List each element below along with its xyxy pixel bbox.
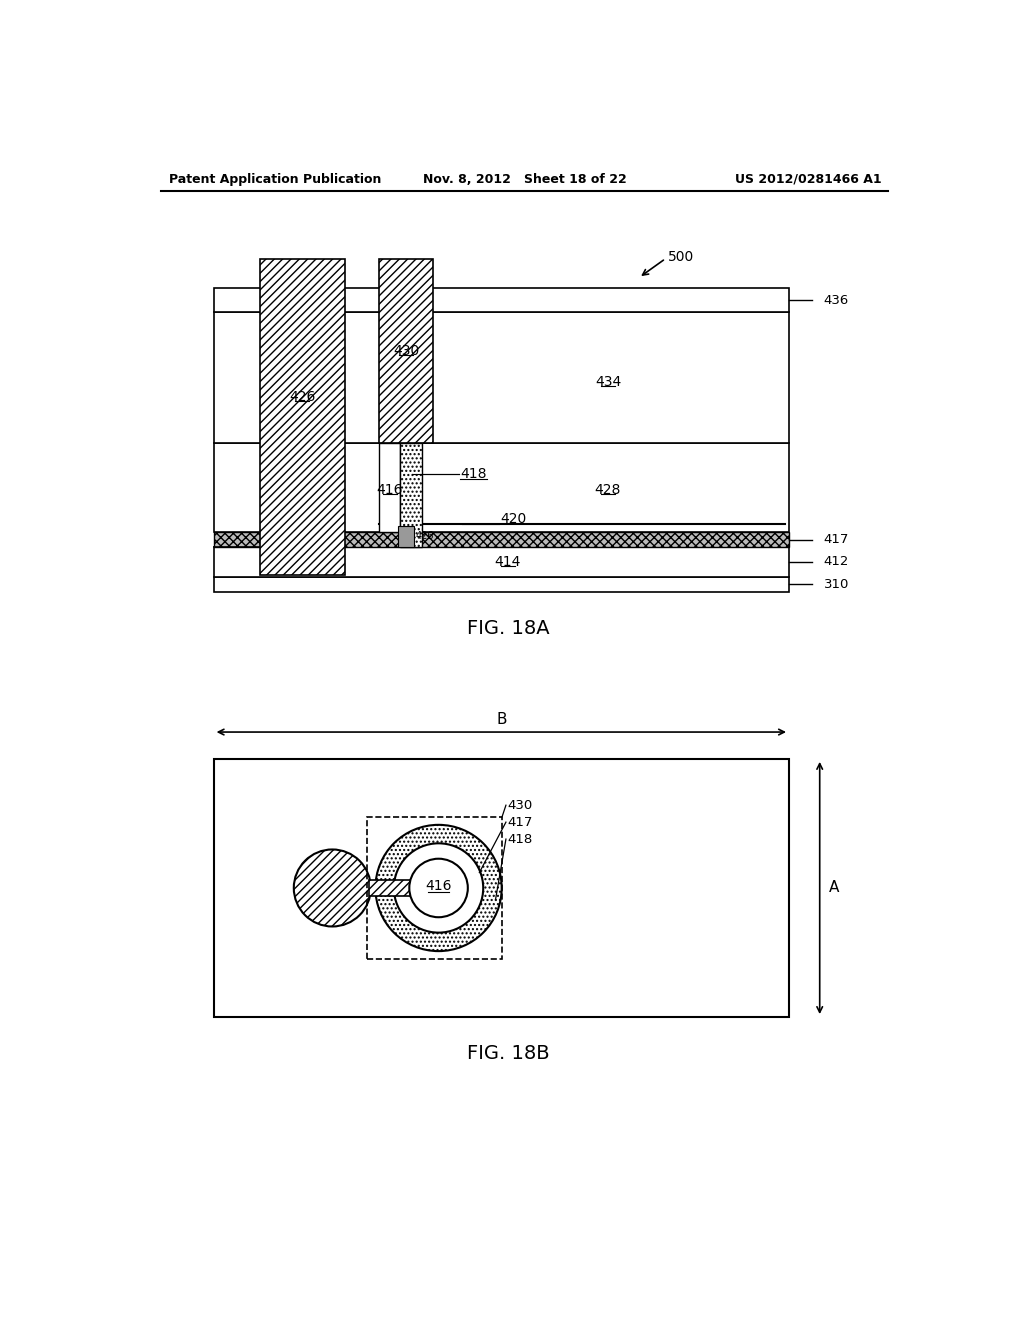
Text: 428: 428 [595,483,622,496]
Bar [397,525,414,548]
Text: US 2012/0281466 A1: US 2012/0281466 A1 [734,173,882,186]
Bar [214,759,788,1016]
Text: FIG. 18A: FIG. 18A [467,619,549,639]
Text: 310: 310 [823,578,849,591]
Text: 418: 418 [460,467,486,480]
Bar [214,577,788,591]
Text: 434: 434 [595,375,622,388]
Text: 416: 416 [425,879,452,892]
Bar [368,817,502,960]
Text: 500: 500 [668,249,694,264]
Text: 436: 436 [823,293,849,306]
Text: 430: 430 [508,799,532,812]
Text: 426: 426 [416,532,434,541]
Text: 430: 430 [393,345,420,358]
Text: Patent Application Publication: Patent Application Publication [169,173,381,186]
Text: 414: 414 [495,554,521,569]
Bar [379,259,433,444]
Text: Nov. 8, 2012   Sheet 18 of 22: Nov. 8, 2012 Sheet 18 of 22 [423,173,627,186]
Bar [400,444,422,548]
Circle shape [376,825,502,952]
Circle shape [394,843,483,933]
Text: FIG. 18B: FIG. 18B [467,1044,549,1064]
Bar [214,313,788,444]
Bar [370,880,411,896]
Text: 418: 418 [508,833,532,846]
Bar [214,444,788,532]
Text: 417: 417 [508,816,532,829]
Text: 420: 420 [500,512,526,525]
Bar [379,444,400,532]
Text: 416: 416 [377,483,402,496]
Circle shape [294,850,371,927]
Text: 412: 412 [823,556,849,569]
Bar [214,548,788,577]
Circle shape [410,859,468,917]
Bar [214,532,788,548]
Bar [214,288,788,313]
Text: 417: 417 [823,533,849,546]
Text: A: A [829,880,840,895]
Text: B: B [496,713,507,727]
Bar [260,259,345,576]
Text: 426: 426 [289,391,315,404]
